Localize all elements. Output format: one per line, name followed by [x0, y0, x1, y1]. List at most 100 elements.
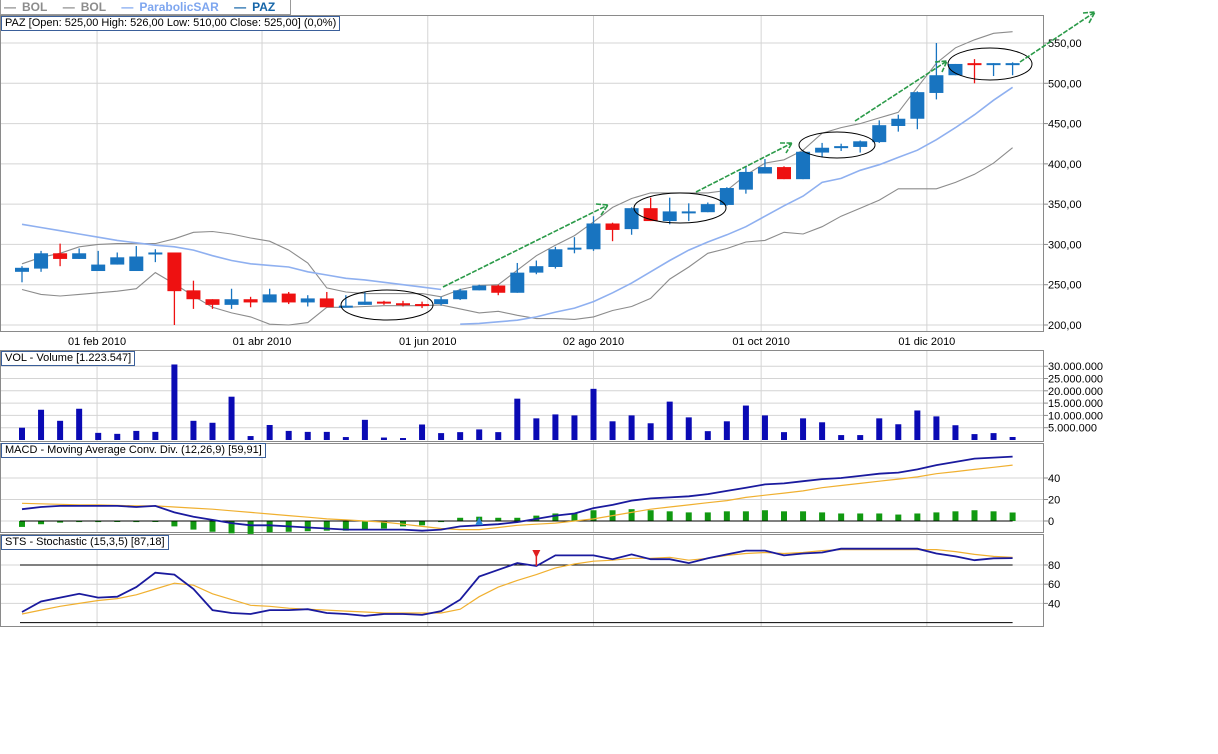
- candle-body: [1005, 63, 1020, 66]
- candle-body: [624, 208, 639, 230]
- macd-histogram-bar: [685, 512, 692, 521]
- volume-bar: [304, 431, 311, 440]
- volume-bar: [876, 418, 883, 440]
- candle-body: [757, 167, 772, 174]
- macd-histogram-bar: [571, 513, 578, 521]
- volume-bar: [990, 433, 997, 440]
- candle: [415, 301, 430, 309]
- trend-arrow-icon: [1019, 11, 1097, 63]
- y-tick-label: 40: [1048, 598, 1060, 610]
- macd-histogram-bar: [590, 510, 597, 521]
- volume-bar: [628, 415, 635, 440]
- macd-histogram-bar: [628, 509, 635, 521]
- candle-body: [262, 294, 277, 303]
- volume-bar: [247, 436, 254, 440]
- panel-frame: [0, 350, 1044, 442]
- candle-body: [967, 63, 982, 66]
- candle: [262, 288, 277, 303]
- candle-body: [34, 253, 49, 269]
- macd-histogram-bar: [876, 513, 883, 521]
- x-tick-label: 01 feb 2010: [68, 336, 126, 348]
- macd-histogram-bar: [228, 521, 235, 534]
- stochastic-panel-info: STS - Stochastic (15,3,5) [87,18]: [1, 535, 169, 550]
- macd-histogram-bar: [952, 511, 959, 521]
- legend-item-bol-lower[interactable]: — BOL: [62, 0, 107, 14]
- candle-body: [929, 75, 944, 93]
- candle-body: [15, 267, 29, 272]
- legend-item-bol-upper[interactable]: — BOL: [4, 0, 48, 14]
- macd-histogram-bar: [419, 521, 426, 526]
- macd-line: [21, 455, 1013, 532]
- macd-histogram-bar: [514, 517, 521, 521]
- y-tick-label: 200,00: [1048, 320, 1082, 332]
- macd-histogram-bar: [380, 521, 387, 529]
- volume-bar: [228, 396, 235, 440]
- volume-bar: [723, 421, 730, 440]
- volume-bar: [647, 423, 654, 440]
- x-tick-label: 01 dic 2010: [898, 336, 955, 348]
- macd-histogram-bar: [438, 521, 445, 523]
- volume-bar: [266, 424, 273, 440]
- y-tick-label: 20: [1048, 495, 1060, 507]
- x-tick-label: 01 oct 2010: [732, 336, 790, 348]
- macd-histogram-bar: [761, 510, 768, 521]
- macd-histogram-bar: [857, 513, 864, 521]
- volume-bar: [971, 434, 978, 440]
- candle: [777, 166, 791, 180]
- macd-histogram-bar: [190, 521, 197, 530]
- volume-bar: [209, 422, 216, 440]
- volume-bar: [685, 417, 692, 440]
- candle: [396, 300, 410, 307]
- volume-bar: [952, 425, 959, 440]
- candle-body: [186, 290, 201, 300]
- stochastic-d-line: [21, 549, 1013, 615]
- volume-bar: [152, 431, 159, 440]
- volume-bar: [380, 437, 387, 440]
- candle: [224, 288, 239, 309]
- x-tick-label: 01 jun 2010: [399, 336, 457, 348]
- candle-body: [300, 298, 315, 303]
- macd-histogram-bar: [171, 521, 178, 527]
- legend-item-paz[interactable]: — PAZ: [234, 0, 276, 14]
- candle: [338, 295, 353, 308]
- macd-histogram-bar: [323, 521, 330, 531]
- volume-bar: [285, 430, 292, 440]
- volume-bar: [57, 420, 64, 440]
- volume-bar: [838, 435, 845, 440]
- candle: [586, 216, 601, 251]
- candle: [72, 248, 87, 259]
- candle: [376, 300, 391, 305]
- volume-bar: [590, 388, 597, 440]
- candle: [910, 91, 925, 130]
- macd-histogram-bar: [933, 512, 940, 521]
- candle: [472, 284, 487, 291]
- macd-histogram-bar: [914, 513, 921, 521]
- macd-histogram-bar: [304, 521, 311, 532]
- y-tick-label: 250,00: [1048, 280, 1082, 292]
- y-tick-label: 350,00: [1048, 199, 1082, 211]
- consolidation-ellipse: [798, 131, 876, 159]
- volume-bar: [800, 418, 807, 440]
- candle-body: [948, 63, 963, 76]
- macd-histogram-bar: [342, 521, 349, 531]
- volume-bar: [38, 409, 45, 440]
- candle: [681, 203, 696, 222]
- candle: [662, 197, 677, 225]
- candle-body: [110, 257, 125, 265]
- y-tick-label: 60: [1048, 579, 1060, 591]
- candle-body: [548, 249, 563, 267]
- candle-body: [205, 299, 220, 305]
- candle: [510, 262, 525, 293]
- macd-histogram-bar: [133, 521, 140, 523]
- candle: [281, 291, 296, 305]
- macd-histogram-bar: [1009, 512, 1016, 521]
- legend-item-sar[interactable]: — ParabolicSAR: [121, 0, 219, 14]
- y-tick-label: 25.000.000: [1048, 374, 1103, 386]
- macd-signal-line: [21, 464, 1013, 531]
- macd-histogram-bar: [19, 521, 25, 527]
- volume-bar: [781, 432, 787, 440]
- candle: [434, 296, 449, 306]
- line-swatch-icon: —: [4, 0, 16, 14]
- candle-body: [738, 171, 753, 190]
